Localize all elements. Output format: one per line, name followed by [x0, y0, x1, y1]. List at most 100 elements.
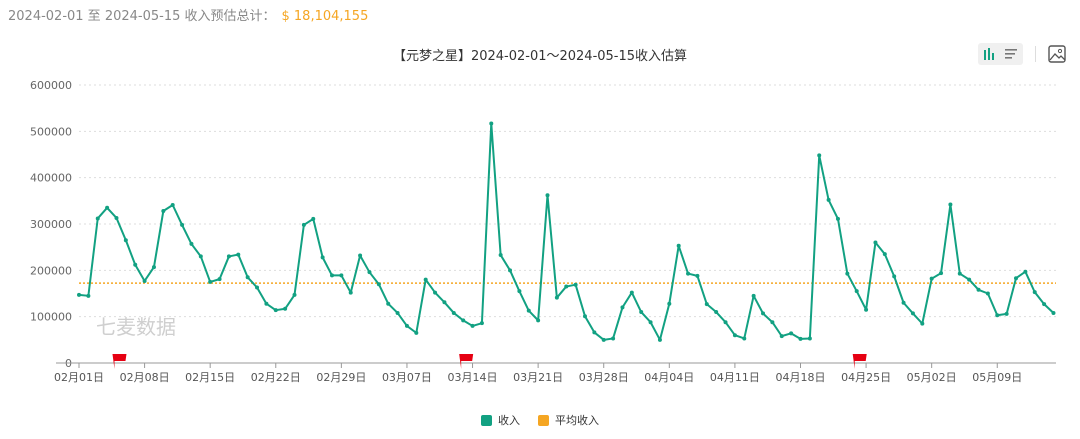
x-tick-label: 02月29日	[316, 371, 366, 384]
data-point	[86, 293, 91, 298]
y-tick-label: 500000	[30, 125, 72, 138]
data-point	[910, 311, 915, 316]
x-tick-label: 05月02日	[907, 371, 957, 384]
data-point	[433, 290, 438, 295]
event-flag-icon	[459, 354, 474, 369]
data-point	[826, 197, 831, 202]
x-tick-label: 03月21日	[513, 371, 563, 384]
data-point	[929, 276, 934, 281]
y-tick-label: 600000	[30, 79, 72, 92]
data-point	[564, 284, 569, 289]
x-tick-label: 04月04日	[644, 371, 694, 384]
data-point	[976, 287, 981, 292]
data-point	[751, 293, 756, 298]
x-tick-label: 03月14日	[448, 371, 498, 384]
x-tick-label: 03月28日	[579, 371, 629, 384]
data-point	[985, 291, 990, 296]
summary-range: 2024-02-01 至 2024-05-15 收入预估总计：	[8, 9, 276, 24]
chart-title: 【元梦之星】2024-02-01～2024-05-15收入估算	[392, 49, 688, 64]
data-point	[967, 277, 972, 282]
data-point	[639, 310, 644, 315]
legend-item-average[interactable]: 平均收入	[538, 412, 599, 428]
data-point	[386, 301, 391, 306]
data-point	[133, 262, 138, 267]
data-point	[198, 254, 203, 259]
data-point	[807, 336, 812, 341]
data-point	[123, 238, 128, 243]
data-point	[742, 336, 747, 341]
data-point	[1023, 269, 1028, 274]
data-point	[339, 273, 344, 278]
x-tick-label: 02月08日	[120, 371, 170, 384]
data-point	[151, 265, 156, 270]
image-icon[interactable]	[1048, 45, 1066, 63]
data-point	[686, 271, 691, 276]
data-point	[180, 222, 185, 227]
data-point	[761, 311, 766, 316]
event-flag-icon	[112, 354, 127, 369]
legend-item-income[interactable]: 收入	[481, 412, 520, 428]
data-point	[582, 314, 587, 319]
data-point	[770, 320, 775, 325]
data-point	[939, 271, 944, 276]
data-point	[948, 202, 953, 207]
data-point	[854, 289, 859, 294]
data-point	[629, 290, 634, 295]
data-point	[489, 121, 494, 126]
data-point	[479, 321, 484, 326]
data-point	[189, 241, 194, 246]
income-line	[78, 122, 1055, 341]
data-point	[367, 270, 372, 275]
data-point	[208, 279, 213, 284]
data-point	[714, 310, 719, 315]
x-tick-label: 04月25日	[841, 371, 891, 384]
data-point	[311, 216, 316, 221]
data-point	[226, 254, 231, 259]
data-point	[255, 285, 260, 290]
data-point	[395, 310, 400, 315]
data-point	[882, 252, 887, 257]
y-tick-label: 200000	[30, 264, 72, 277]
chart-legend: 收入 平均收入	[0, 412, 1080, 428]
bar-chart-icon[interactable]	[981, 45, 999, 63]
data-point	[817, 153, 822, 158]
data-point	[273, 308, 278, 313]
data-point	[236, 252, 241, 257]
data-point	[873, 240, 878, 245]
revenue-summary: 2024-02-01 至 2024-05-15 收入预估总计： $ 18,104,…	[8, 5, 368, 24]
data-point	[1051, 310, 1056, 315]
legend-swatch-average	[538, 414, 549, 426]
data-point	[470, 323, 475, 328]
data-point	[676, 243, 681, 248]
x-tick-label: 04月11日	[710, 371, 760, 384]
data-point	[376, 282, 381, 287]
data-point	[892, 274, 897, 279]
x-tick-label: 04月18日	[775, 371, 825, 384]
data-point	[592, 330, 597, 335]
data-point	[545, 193, 550, 198]
x-tick-label: 05月09日	[972, 371, 1022, 384]
data-point	[114, 215, 119, 220]
legend-swatch-income	[481, 414, 492, 426]
data-point	[320, 255, 325, 260]
data-point	[161, 209, 166, 214]
data-point	[517, 289, 522, 294]
data-point	[704, 302, 709, 307]
data-point	[845, 271, 850, 276]
data-point	[301, 222, 306, 227]
list-icon[interactable]	[1002, 45, 1020, 63]
data-point	[1004, 311, 1009, 316]
data-point	[217, 277, 222, 282]
view-toggle	[978, 43, 1023, 65]
data-point	[404, 323, 409, 328]
data-point	[657, 337, 662, 342]
data-point	[554, 295, 559, 300]
data-point	[536, 318, 541, 323]
data-point	[508, 268, 513, 273]
data-point	[901, 300, 906, 305]
data-point	[170, 203, 175, 208]
data-point	[864, 307, 869, 312]
chart-toolbar	[978, 43, 1080, 65]
data-point	[1042, 302, 1047, 307]
